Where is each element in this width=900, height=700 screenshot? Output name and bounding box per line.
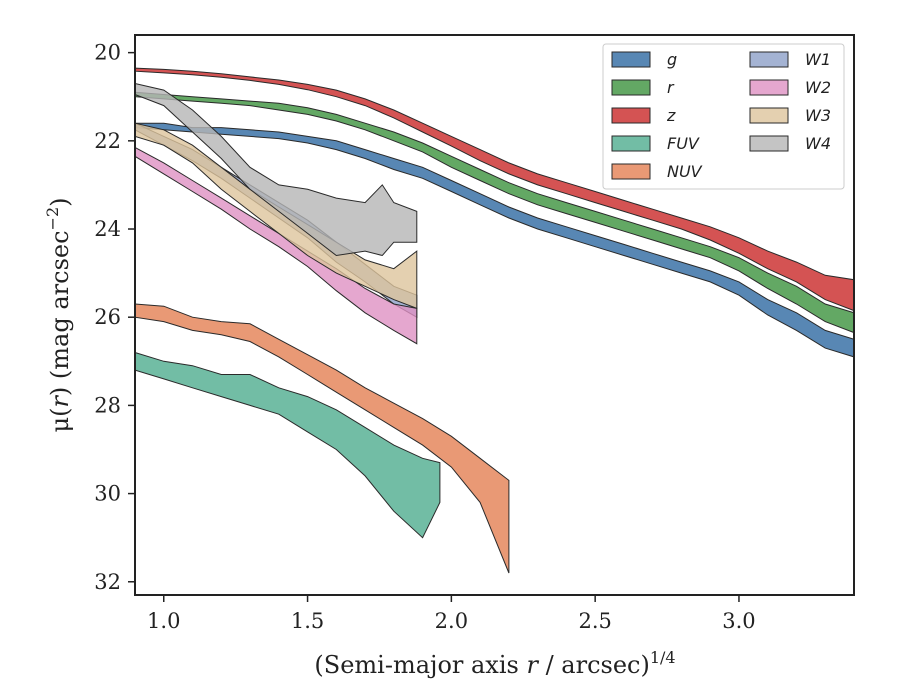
legend-label-z: z bbox=[666, 106, 676, 125]
axis-ticks: 1.0 1.5 2.0 2.5 3.0 20 22 24 26 28 30 32 bbox=[94, 41, 755, 633]
y-axis-label-var: r bbox=[46, 395, 74, 408]
plot-frame bbox=[134, 34, 855, 596]
y-axis-label: μ(r) (mag arcsec−2) bbox=[43, 197, 74, 432]
x-axis-label-rest: / arcsec) bbox=[538, 651, 650, 679]
series-band-fuv bbox=[134, 351, 441, 539]
legend: grz FUV NUV W1 W2 W3 W4 bbox=[602, 43, 845, 190]
x-axis-label-var: r bbox=[526, 651, 539, 679]
legend-label-g: g bbox=[667, 50, 677, 69]
legend-label-fuv: FUV bbox=[667, 134, 700, 153]
legend-swatch-nuv bbox=[611, 163, 651, 180]
x-tick-label: 1.5 bbox=[291, 609, 324, 633]
series-band-w4 bbox=[134, 82, 418, 257]
legend-label-w2: W2 bbox=[805, 78, 831, 97]
series-band-nuv bbox=[134, 303, 510, 574]
legend-label-r: r bbox=[667, 78, 675, 97]
y-axis-label-sup: −2 bbox=[43, 207, 62, 231]
x-tick-label: 3.0 bbox=[722, 609, 755, 633]
legend-label-w1: W1 bbox=[805, 50, 831, 69]
y-axis-label-end: ) bbox=[46, 197, 74, 206]
legend-swatch-w3 bbox=[749, 107, 789, 124]
legend-label-w4: W4 bbox=[805, 134, 831, 153]
y-axis-label-main: μ( bbox=[46, 408, 74, 433]
series-band-w3 bbox=[134, 122, 418, 310]
series-band-w2 bbox=[134, 146, 418, 345]
y-tick-label: 32 bbox=[94, 570, 121, 594]
legend-label-w3: W3 bbox=[805, 106, 831, 125]
legend-swatch-z bbox=[611, 107, 651, 124]
legend-swatch-w1 bbox=[749, 51, 789, 68]
y-tick-label: 24 bbox=[94, 217, 121, 241]
x-axis-label-sup: 1/4 bbox=[650, 648, 676, 667]
legend-swatch-r bbox=[611, 79, 651, 96]
x-tick-label: 2.0 bbox=[435, 609, 468, 633]
legend-swatch-fuv bbox=[611, 135, 651, 152]
legend-swatch-g bbox=[611, 51, 651, 68]
x-axis-label-main: (Semi-major axis bbox=[314, 651, 526, 679]
y-tick-label: 28 bbox=[94, 393, 121, 417]
y-tick-label: 20 bbox=[94, 41, 121, 65]
x-tick-label: 1.0 bbox=[147, 609, 180, 633]
legend-swatch-w4 bbox=[749, 135, 789, 152]
legend-label-nuv: NUV bbox=[667, 162, 703, 181]
y-tick-label: 30 bbox=[94, 482, 121, 506]
x-axis-label: (Semi-major axis r / arcsec)1/4 bbox=[314, 648, 675, 679]
y-axis-label-rest: ) (mag arcsec bbox=[46, 230, 74, 396]
y-tick-label: 22 bbox=[94, 129, 121, 153]
legend-swatch-w2 bbox=[749, 79, 789, 96]
x-tick-label: 2.5 bbox=[578, 609, 611, 633]
series-areas bbox=[134, 67, 855, 574]
y-tick-label: 26 bbox=[94, 305, 121, 329]
